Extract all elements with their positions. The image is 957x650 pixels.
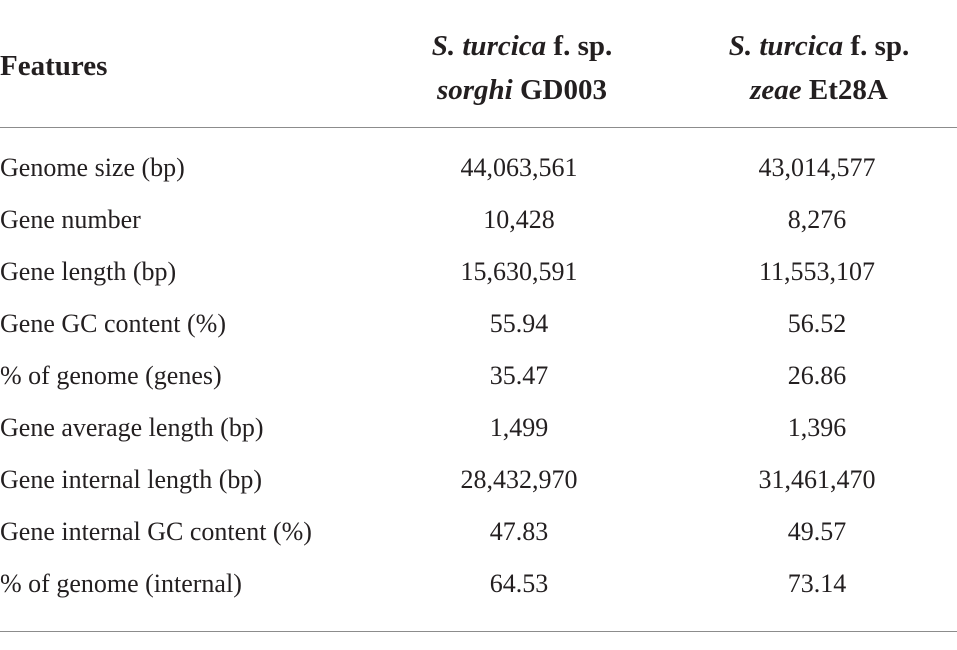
table-row: Gene internal GC content (%) 47.83 49.57 [0,506,957,558]
header-col-gd003-species: S. turcica [431,30,547,62]
header-col-et28a-line2: zeae Et28A [669,68,957,112]
row-label: Gene number [0,205,141,234]
header-col-et28a-forma: zeae [750,74,802,106]
row-label: % of genome (genes) [0,361,222,390]
header-col-gd003-forma: sorghi [436,74,513,106]
cell-gd003: 55.94 [489,309,549,338]
cell-et28a: 73.14 [787,569,847,598]
table-row: Gene number 10,428 8,276 [0,194,957,246]
row-label: Gene length (bp) [0,257,177,286]
cell-gd003: 28,432,970 [460,465,578,494]
cell-gd003: 1,499 [489,413,549,442]
cell-gd003: 35.47 [489,361,549,390]
cell-et28a: 26.86 [787,361,847,390]
cell-et28a: 1,396 [787,413,847,442]
header-col-gd003-line1: S. turcica f. sp. [372,24,672,68]
cell-et28a: 8,276 [787,205,847,234]
cell-gd003: 10,428 [483,205,555,234]
header-col-gd003-strain: GD003 [512,74,607,106]
header-features: Features [0,50,108,82]
header-col-et28a: S. turcica f. sp. zeae Et28A [669,24,957,112]
table-row: Gene internal length (bp) 28,432,970 31,… [0,454,957,506]
row-label: Gene internal length (bp) [0,465,263,494]
table-row: Genome size (bp) 44,063,561 43,014,577 [0,142,957,194]
header-col-et28a-line1: S. turcica f. sp. [669,24,957,68]
cell-et28a: 31,461,470 [758,465,876,494]
cell-gd003: 44,063,561 [460,153,578,182]
cell-et28a: 43,014,577 [758,153,876,182]
table-row: Gene average length (bp) 1,499 1,396 [0,402,957,454]
bottom-rule [0,631,957,632]
row-label: % of genome (internal) [0,569,242,598]
table-row: Gene GC content (%) 55.94 56.52 [0,298,957,350]
cell-gd003: 15,630,591 [460,257,578,286]
header-col-et28a-fsp: f. sp. [843,30,910,62]
cell-gd003: 47.83 [489,517,549,546]
table-row: % of genome (genes) 35.47 26.86 [0,350,957,402]
table-row: % of genome (internal) 64.53 73.14 [0,558,957,610]
table-row: Gene length (bp) 15,630,591 11,553,107 [0,246,957,298]
cell-et28a: 49.57 [787,517,847,546]
cell-et28a: 56.52 [787,309,847,338]
header-col-et28a-strain: Et28A [801,74,888,106]
header-rule [0,127,957,128]
row-label: Gene GC content (%) [0,309,226,338]
cell-gd003: 64.53 [489,569,549,598]
header-col-gd003-line2: sorghi GD003 [372,68,672,112]
cell-et28a: 11,553,107 [758,257,876,286]
header-col-gd003: S. turcica f. sp. sorghi GD003 [372,24,672,112]
row-label: Genome size (bp) [0,153,185,182]
header-col-gd003-fsp: f. sp. [546,30,613,62]
row-label: Gene average length (bp) [0,413,264,442]
row-label: Gene internal GC content (%) [0,517,312,546]
header-col-et28a-species: S. turcica [728,30,844,62]
